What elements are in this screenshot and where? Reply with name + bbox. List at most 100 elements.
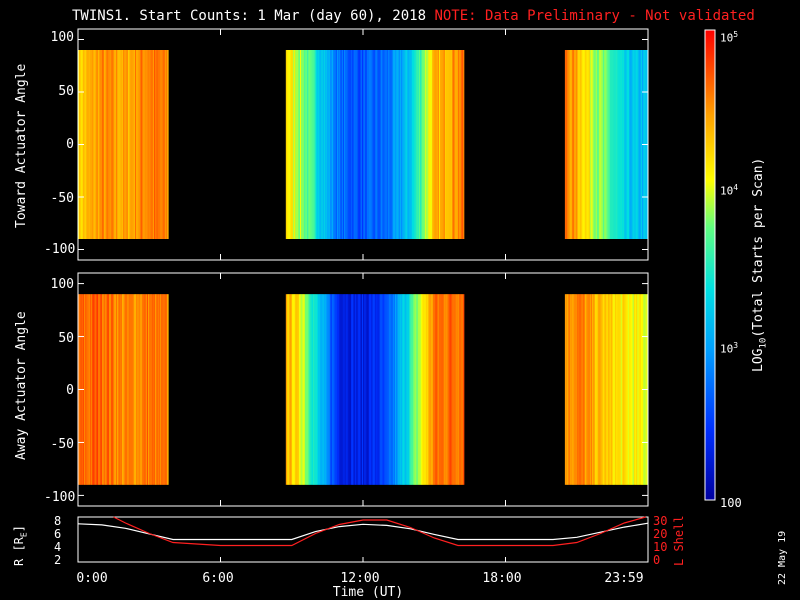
- heatmap-column: [325, 50, 327, 239]
- heatmap-column: [332, 50, 334, 239]
- heatmap-column: [614, 50, 617, 239]
- heatmap-column: [130, 50, 132, 239]
- heatmap-column: [423, 50, 426, 239]
- heatmap-column: [448, 50, 451, 239]
- heatmap-column: [458, 50, 460, 239]
- heatmap-column: [146, 294, 149, 485]
- heatmap-column: [310, 50, 313, 239]
- heatmap-column: [137, 50, 139, 239]
- heatmap-column: [406, 294, 409, 485]
- heatmap-column: [292, 294, 295, 485]
- heatmap-column: [460, 50, 462, 239]
- heatmap-column: [330, 294, 333, 485]
- heatmap-column: [104, 50, 106, 239]
- heatmap-column: [568, 50, 571, 239]
- heatmap-column: [363, 50, 365, 239]
- heatmap-column: [158, 294, 161, 485]
- heatmap-column: [617, 50, 619, 239]
- heatmap-column: [155, 50, 157, 239]
- heatmap-column: [397, 294, 400, 485]
- axes-frames: [77, 28, 649, 563]
- heatmap-column: [440, 50, 442, 239]
- heatmap-column: [624, 294, 626, 485]
- heatmap-column: [95, 294, 98, 485]
- heatmap-column: [610, 294, 612, 485]
- heatmap-column: [94, 294, 97, 485]
- heatmap-column: [347, 50, 350, 239]
- heatmap-column: [95, 50, 98, 239]
- heatmap-column: [139, 50, 142, 239]
- heatmap-column: [144, 294, 147, 485]
- away-heatmap: [78, 294, 649, 485]
- heatmap-column: [99, 294, 101, 485]
- heatmap-column: [415, 50, 417, 239]
- r-distance-line: [77, 522, 649, 541]
- x-axis-label: Time (UT): [332, 585, 404, 600]
- heatmap-column: [577, 294, 580, 485]
- heatmap-column: [357, 294, 359, 485]
- heatmap-column: [595, 294, 598, 485]
- heatmap-column: [615, 294, 618, 485]
- heatmap-column: [460, 294, 462, 485]
- heatmap-column: [290, 50, 293, 239]
- heatmap-column: [383, 294, 385, 485]
- heatmap-column: [158, 50, 161, 239]
- heatmap-column: [368, 50, 371, 239]
- heatmap-column: [449, 294, 452, 485]
- heatmap-column: [574, 294, 576, 485]
- heatmap-column: [325, 294, 327, 485]
- heatmap-column: [165, 50, 168, 239]
- heatmap-column: [121, 294, 124, 485]
- heatmap-column: [361, 294, 364, 485]
- orbit-left-tick: 2: [54, 553, 62, 567]
- heatmap-column: [138, 294, 141, 485]
- heatmap-column: [154, 294, 156, 485]
- heatmap-column: [294, 50, 296, 239]
- heatmap-column: [315, 50, 318, 239]
- heatmap-column: [133, 50, 136, 239]
- orbit-left-label: R [RE]: [12, 525, 29, 566]
- heatmap-column: [156, 50, 158, 239]
- heatmap-column: [621, 50, 624, 239]
- colorbar-label: LOG10(Total Starts per Scan): [751, 157, 769, 372]
- heatmap-column: [164, 50, 167, 239]
- heatmap-column: [85, 294, 87, 485]
- heatmap-column: [583, 50, 586, 239]
- colorbar-tick: 104: [720, 183, 739, 198]
- heatmap-column: [311, 294, 314, 485]
- heatmap-column: [321, 50, 324, 239]
- title-main: TWINS1. Start Counts: 1 Mar (day 60), 20…: [72, 8, 427, 24]
- heatmap-column: [396, 294, 398, 485]
- heatmap-column: [384, 294, 386, 485]
- heatmap-column: [608, 294, 611, 485]
- heatmap-column: [310, 294, 313, 485]
- heatmap-column: [302, 50, 305, 239]
- heatmap-column: [403, 294, 405, 485]
- heatmap-column: [632, 50, 635, 239]
- heatmap-column: [135, 294, 137, 485]
- heatmap-column: [330, 50, 333, 239]
- heatmap-column: [287, 50, 289, 239]
- heatmap-column: [340, 50, 343, 239]
- heatmap-column: [450, 50, 453, 239]
- heatmap-column: [296, 50, 299, 239]
- heatmap-column: [433, 50, 435, 239]
- heatmap-column: [630, 50, 632, 239]
- heatmap-column: [302, 294, 305, 485]
- heatmap-column: [605, 50, 607, 239]
- heatmap-column: [418, 50, 421, 239]
- heatmap-column: [106, 294, 109, 485]
- panel-2-ylabel: Away Actuator Angle: [14, 311, 29, 460]
- heatmap-column: [422, 294, 424, 485]
- heatmap-column: [612, 50, 614, 239]
- heatmap-column: [449, 50, 452, 239]
- orbit-right-tick: 20: [653, 527, 668, 541]
- heatmap-column: [586, 50, 588, 239]
- heatmap-column: [576, 294, 579, 485]
- heatmap-column: [380, 50, 383, 239]
- heatmap-column: [93, 294, 96, 485]
- heatmap-column: [105, 294, 107, 485]
- heatmap-column: [382, 50, 384, 239]
- heatmap-column: [127, 294, 130, 485]
